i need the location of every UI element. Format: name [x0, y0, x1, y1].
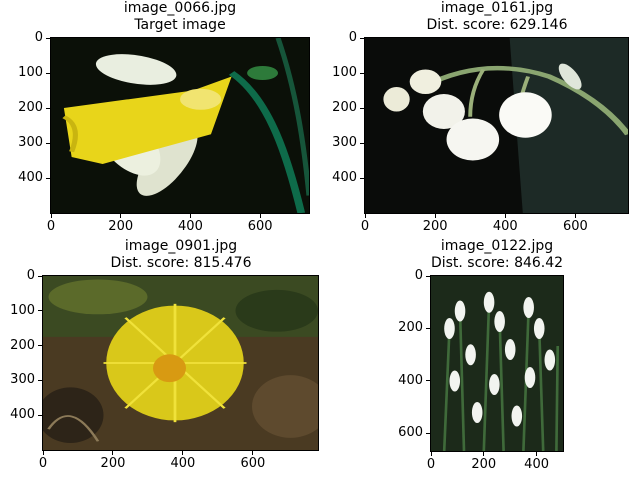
x-tick-mark	[112, 451, 114, 455]
x-tick-mark	[42, 451, 44, 455]
flower-image	[43, 276, 318, 450]
x-tick-label: 200	[471, 457, 497, 472]
y-tick-mark	[360, 37, 364, 39]
x-tick-label: 400	[170, 456, 196, 471]
x-tick-label: 400	[178, 219, 203, 234]
y-tick-label: 300	[10, 372, 35, 388]
panel-title: image_0122.jpg	[440, 238, 554, 254]
y-tick-mark	[426, 327, 430, 329]
y-tick-label: 0	[348, 30, 357, 45]
y-tick-mark	[426, 380, 430, 382]
x-tick-mark	[364, 214, 366, 218]
panel-subtitle: Target image	[134, 17, 226, 33]
x-tick-mark	[182, 451, 184, 455]
y-tick-label: 400	[10, 407, 35, 423]
x-tick-label: 200	[108, 219, 134, 234]
y-tick-label: 400	[332, 170, 357, 185]
y-tick-mark	[46, 107, 50, 109]
x-tick-label: 200	[422, 219, 448, 234]
y-tick-mark	[360, 72, 364, 74]
y-tick-mark	[360, 142, 364, 144]
flower-image	[51, 38, 309, 213]
panel-subtitle: Dist. score: 815.476	[110, 255, 252, 271]
x-tick-mark	[504, 214, 506, 218]
y-tick-mark	[426, 432, 430, 434]
x-tick-label: 0	[38, 456, 48, 471]
x-tick-label: 400	[492, 219, 518, 234]
x-tick-label: 0	[360, 219, 370, 234]
x-tick-mark	[536, 452, 538, 456]
y-tick-label: 400	[398, 372, 423, 388]
x-tick-mark	[120, 214, 122, 218]
y-tick-label: 100	[332, 65, 357, 80]
y-tick-label: 200	[398, 320, 423, 336]
y-tick-mark	[38, 345, 42, 347]
y-tick-mark	[426, 275, 430, 277]
panel-subtitle: Dist. score: 846.42	[430, 255, 564, 271]
y-tick-mark	[38, 414, 42, 416]
y-tick-label: 300	[18, 135, 43, 150]
y-tick-label: 100	[10, 302, 35, 318]
panel-title: image_0901.jpg	[124, 238, 238, 254]
x-tick-label: 200	[100, 456, 126, 471]
y-tick-mark	[46, 177, 50, 179]
y-tick-label: 200	[10, 337, 35, 353]
y-tick-mark	[38, 310, 42, 312]
x-tick-mark	[434, 214, 436, 218]
y-tick-mark	[38, 379, 42, 381]
x-tick-mark	[259, 214, 261, 218]
y-tick-mark	[46, 142, 50, 144]
x-tick-mark	[574, 214, 576, 218]
y-tick-label: 100	[18, 65, 43, 80]
flower-image	[365, 38, 628, 213]
y-tick-label: 400	[18, 170, 43, 185]
y-tick-mark	[38, 275, 42, 277]
y-tick-label: 0	[34, 30, 43, 45]
x-tick-mark	[252, 451, 254, 455]
x-tick-label: 600	[247, 219, 273, 234]
panel-title: image_0161.jpg	[440, 0, 554, 16]
x-tick-mark	[50, 214, 52, 218]
y-tick-label: 200	[18, 100, 43, 115]
y-tick-label: 0	[414, 268, 423, 283]
y-tick-mark	[360, 177, 364, 179]
x-tick-label: 0	[426, 457, 436, 472]
x-tick-label: 600	[562, 219, 588, 234]
flower-image	[431, 276, 563, 451]
y-tick-mark	[360, 107, 364, 109]
y-tick-mark	[46, 37, 50, 39]
panel-title: image_0066.jpg	[123, 0, 237, 16]
x-tick-label: 0	[46, 219, 56, 234]
x-tick-label: 600	[240, 456, 266, 471]
panel-subtitle: Dist. score: 629.146	[426, 17, 568, 33]
y-tick-mark	[46, 72, 50, 74]
x-tick-mark	[430, 452, 432, 456]
y-tick-label: 600	[398, 425, 423, 441]
x-tick-mark	[189, 214, 191, 218]
x-tick-mark	[483, 452, 485, 456]
y-tick-label: 0	[26, 268, 35, 283]
x-tick-label: 400	[524, 457, 549, 472]
y-tick-label: 200	[332, 100, 357, 115]
y-tick-label: 300	[332, 135, 357, 150]
